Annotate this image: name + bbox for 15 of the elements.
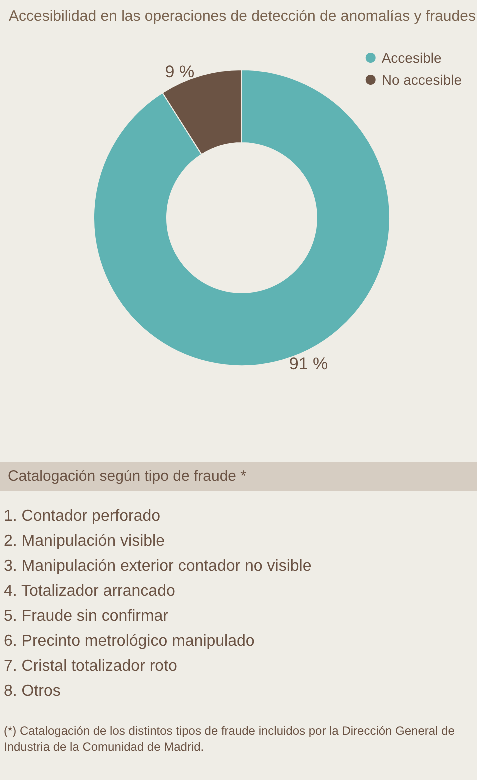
text: (*) Catalogación de los distintos tipos de fraude incluidos por la Dirección General de Industria de la Comunidad de Madrid. (3, 723, 456, 755)
text: 1. Contador perforado (3, 507, 162, 527)
text: 2. Manipulación visible (3, 532, 166, 552)
text: 7. Cristal totalizador roto (3, 657, 178, 677)
legend-label: Accesible (382, 50, 442, 66)
data-label: 91 % (289, 354, 328, 374)
data-label: 9 % (165, 62, 195, 82)
legend-label: No accesible (382, 72, 462, 88)
chart-title: Accesibilidad en las operaciones de detección de anomalías y fraudes (9, 8, 476, 25)
text: 6. Precinto metrológico manipulado (3, 632, 256, 652)
text: 8. Otros (3, 682, 62, 702)
text: 4. Totalizador arrancado (3, 582, 176, 602)
text: 3. Manipulación exterior contador no visible (3, 557, 313, 577)
text: Catalogación según tipo de fraude * (0, 462, 477, 491)
text: 5. Fraude sin confirmar (3, 607, 170, 627)
